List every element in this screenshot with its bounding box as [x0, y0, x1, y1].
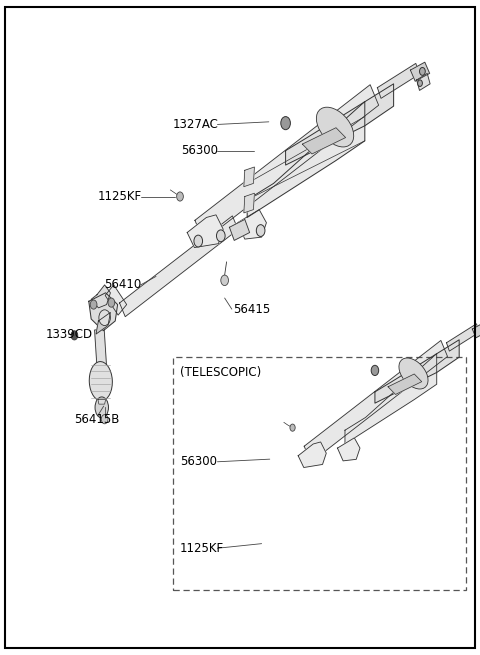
Circle shape — [256, 225, 265, 236]
Polygon shape — [95, 329, 107, 367]
Bar — [173, 357, 466, 590]
Polygon shape — [91, 285, 110, 308]
Polygon shape — [105, 285, 127, 315]
Text: 1327AC: 1327AC — [172, 118, 218, 131]
Circle shape — [101, 415, 108, 424]
Circle shape — [177, 192, 183, 201]
Ellipse shape — [316, 107, 354, 147]
Polygon shape — [337, 438, 360, 461]
Ellipse shape — [89, 362, 112, 401]
Text: 56415B: 56415B — [74, 413, 120, 426]
Polygon shape — [446, 324, 480, 351]
Polygon shape — [298, 442, 326, 468]
Polygon shape — [187, 215, 223, 248]
Circle shape — [290, 424, 295, 431]
Polygon shape — [472, 323, 480, 338]
Polygon shape — [89, 293, 118, 331]
Circle shape — [418, 80, 422, 86]
Text: 56300: 56300 — [181, 144, 218, 157]
Circle shape — [371, 365, 379, 375]
Circle shape — [71, 331, 78, 340]
Text: 1125KF: 1125KF — [180, 542, 224, 555]
Text: 56300: 56300 — [180, 455, 217, 468]
Text: 56410: 56410 — [104, 278, 142, 291]
Polygon shape — [375, 340, 459, 403]
Text: 56415: 56415 — [233, 303, 270, 316]
Polygon shape — [244, 193, 254, 213]
Circle shape — [99, 310, 110, 326]
Polygon shape — [304, 341, 447, 462]
Polygon shape — [238, 210, 266, 239]
Text: 1339CD: 1339CD — [46, 328, 93, 341]
Circle shape — [216, 230, 225, 242]
Polygon shape — [286, 84, 394, 165]
Polygon shape — [244, 167, 254, 187]
Polygon shape — [345, 354, 437, 444]
Circle shape — [194, 235, 203, 247]
Polygon shape — [388, 374, 422, 394]
Polygon shape — [120, 216, 238, 316]
Polygon shape — [98, 400, 106, 404]
Ellipse shape — [95, 397, 108, 418]
Polygon shape — [302, 128, 346, 154]
Ellipse shape — [399, 358, 428, 389]
Circle shape — [108, 298, 115, 307]
Circle shape — [221, 275, 228, 286]
Polygon shape — [377, 64, 420, 98]
Polygon shape — [96, 312, 110, 334]
Circle shape — [281, 117, 290, 130]
Polygon shape — [195, 84, 379, 241]
Text: 1125KF: 1125KF — [97, 190, 142, 203]
Polygon shape — [247, 102, 365, 217]
Polygon shape — [417, 73, 430, 90]
Polygon shape — [229, 219, 250, 240]
Text: (TELESCOPIC): (TELESCOPIC) — [180, 365, 261, 379]
Circle shape — [90, 300, 97, 309]
Circle shape — [420, 67, 425, 75]
Polygon shape — [410, 62, 430, 81]
